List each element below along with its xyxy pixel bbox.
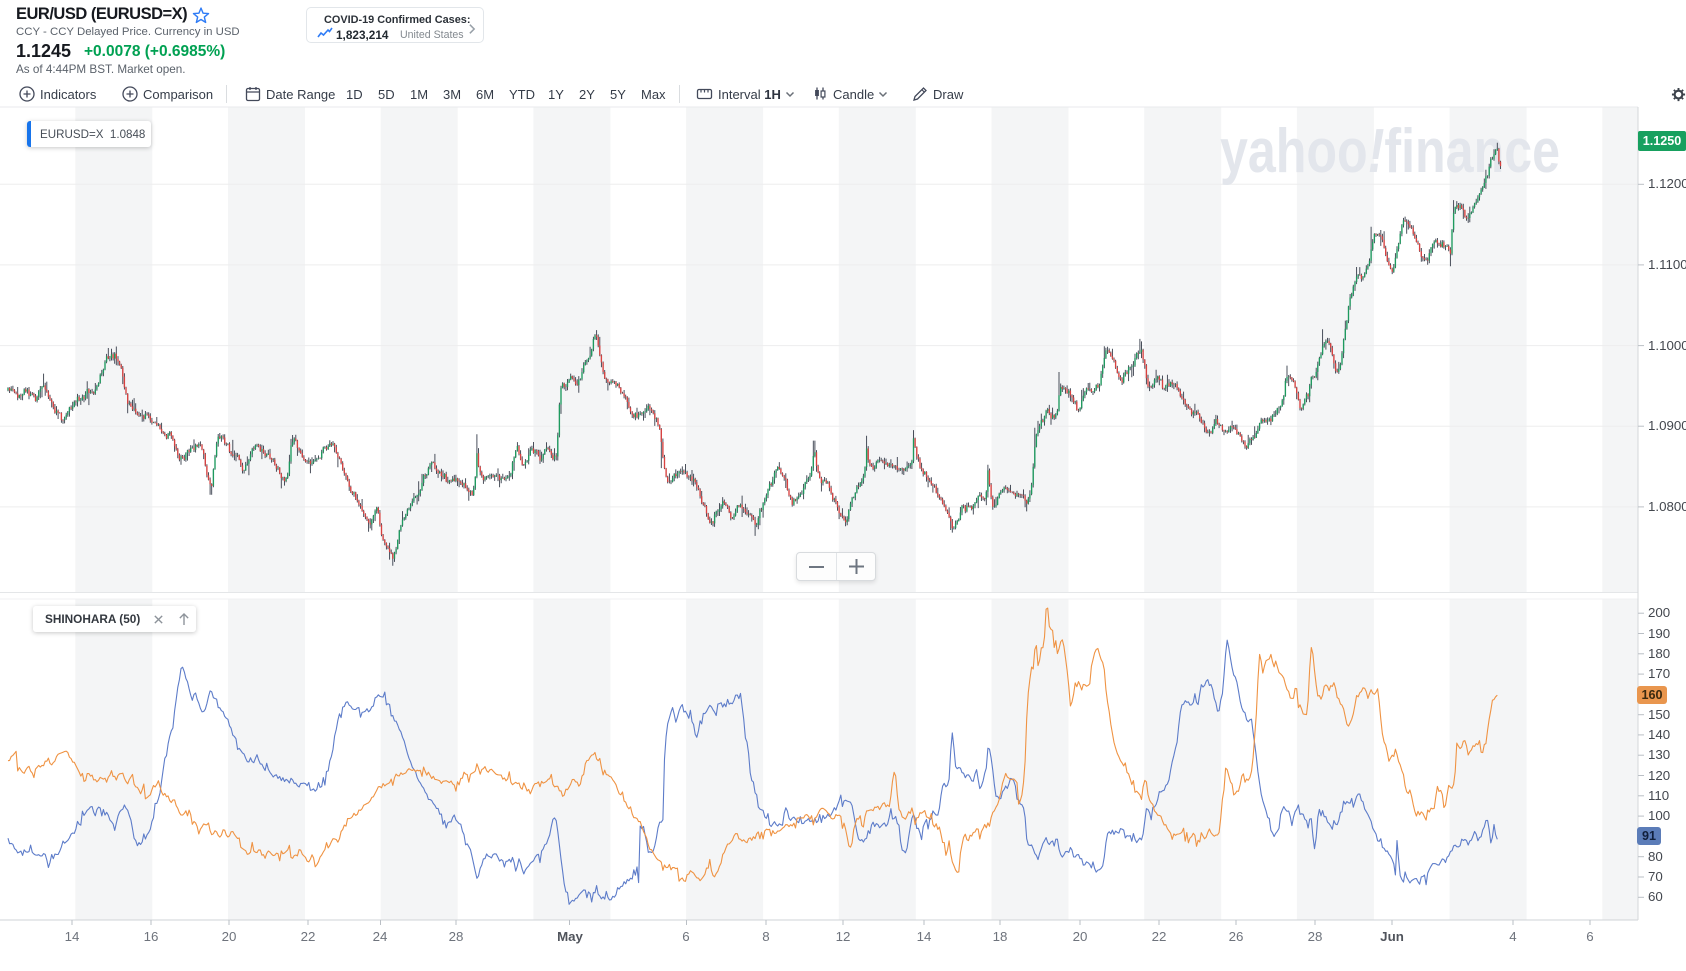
svg-text:yahoo!finance: yahoo!finance — [1220, 117, 1560, 186]
